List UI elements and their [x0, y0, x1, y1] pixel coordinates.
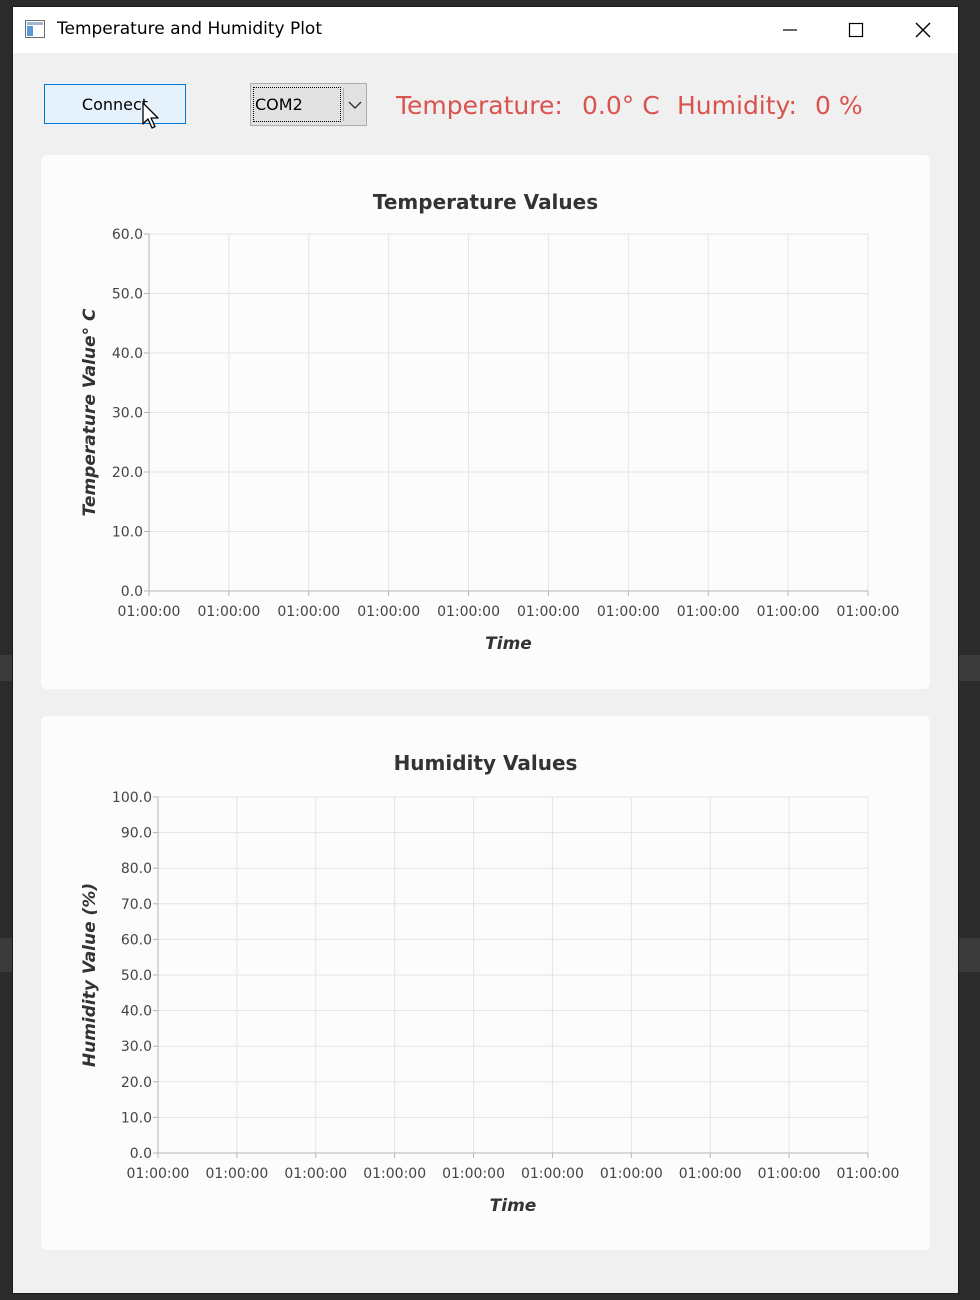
y-tick-label: 10.0 — [121, 1110, 152, 1126]
x-tick-label: 01:00:00 — [600, 1166, 663, 1182]
y-tick-label: 0.0 — [121, 584, 143, 600]
humidity-label: Humidity: — [677, 91, 797, 120]
x-tick-label: 01:00:00 — [442, 1166, 505, 1182]
y-tick-label: 90.0 — [121, 826, 152, 842]
x-axis-title: Time — [490, 1196, 537, 1216]
x-tick-label: 01:00:00 — [758, 1166, 821, 1182]
x-tick-label: 01:00:00 — [837, 1166, 900, 1182]
x-tick-label: 01:00:00 — [357, 604, 420, 620]
y-tick-label: 30.0 — [112, 406, 143, 422]
port-select-value: COM2 — [253, 87, 341, 122]
y-axis-title: Temperature Value° C — [80, 308, 100, 516]
y-tick-label: 100.0 — [112, 790, 152, 806]
y-tick-label: 0.0 — [130, 1146, 152, 1162]
app-window: Temperature and Humidity Plot Connect CO… — [13, 7, 958, 1293]
x-tick-label: 01:00:00 — [521, 1166, 584, 1182]
y-tick-label: 80.0 — [121, 861, 152, 877]
y-tick-label: 40.0 — [112, 346, 143, 362]
y-tick-label: 10.0 — [112, 525, 143, 541]
x-tick-label: 01:00:00 — [757, 604, 820, 620]
connect-button-label: Connect — [81, 94, 149, 114]
window-title: Temperature and Humidity Plot — [57, 19, 323, 39]
x-tick-label: 01:00:00 — [677, 604, 740, 620]
x-tick-label: 01:00:00 — [277, 604, 340, 620]
x-tick-label: 01:00:00 — [127, 1166, 190, 1182]
y-tick-label: 50.0 — [112, 287, 143, 303]
port-select-divider — [343, 88, 344, 121]
temperature-chart-panel: Temperature Values 0.0 10.0 20.0 30.0 40.0 50… — [41, 155, 930, 689]
background-editor-strip — [958, 938, 980, 972]
maximize-icon — [848, 22, 864, 38]
x-tick-label: 01:00:00 — [437, 604, 500, 620]
background-editor-strip — [0, 938, 13, 972]
humidity-value: 0 % — [815, 91, 863, 120]
connect-button[interactable]: Connect — [44, 84, 186, 124]
x-axis-title: Time — [485, 634, 532, 654]
y-axis-title: Humidity Value (%) — [80, 883, 100, 1067]
x-tick-label: 01:00:00 — [118, 604, 181, 620]
temperature-chart: 0.0 10.0 20.0 30.0 40.0 50.0 60.0 01:00:00 01:00… — [80, 227, 900, 654]
x-tick-label: 01:00:00 — [284, 1166, 347, 1182]
close-button[interactable] — [890, 7, 956, 53]
y-tick-label: 40.0 — [121, 1004, 152, 1020]
humidity-chart: 0.0 10.0 20.0 30.0 40.0 50.0 60.0 70.0 80.0 90.0 1… — [80, 790, 900, 1216]
x-tick-label: 01:00:00 — [197, 604, 260, 620]
background-editor-strip — [958, 655, 980, 681]
x-tick-label: 01:00:00 — [597, 604, 660, 620]
close-icon — [915, 22, 931, 38]
mouse-cursor-icon — [142, 102, 159, 129]
x-tick-label: 01:00:00 — [363, 1166, 426, 1182]
y-tick-label: 70.0 — [121, 897, 152, 913]
y-tick-label: 20.0 — [112, 465, 143, 481]
maximize-button[interactable] — [823, 7, 889, 53]
y-tick-label: 20.0 — [121, 1075, 152, 1091]
x-tick-label: 01:00:00 — [205, 1166, 268, 1182]
background-editor-strip — [0, 655, 13, 681]
minimize-icon — [783, 29, 797, 31]
app-icon — [25, 20, 45, 38]
port-select[interactable]: COM2 — [250, 83, 367, 126]
chevron-down-icon — [348, 101, 362, 109]
title-bar: Temperature and Humidity Plot — [13, 7, 958, 53]
x-tick-label: 01:00:00 — [679, 1166, 742, 1182]
y-tick-label: 30.0 — [121, 1039, 152, 1055]
chart-title: Humidity Values — [393, 751, 578, 775]
x-tick-label: 01:00:00 — [837, 604, 900, 620]
y-tick-label: 50.0 — [121, 968, 152, 984]
humidity-chart-panel: Humidity Values 0.0 10.0 20.0 30.0 40.0 50.0 6… — [41, 716, 930, 1250]
temperature-label: Temperature: — [396, 91, 563, 120]
y-tick-label: 60.0 — [121, 932, 152, 948]
x-tick-label: 01:00:00 — [517, 604, 580, 620]
minimize-button[interactable] — [757, 7, 823, 53]
temperature-value: 0.0° C — [582, 91, 660, 120]
chart-title: Temperature Values — [372, 190, 599, 214]
y-tick-label: 60.0 — [112, 227, 143, 243]
